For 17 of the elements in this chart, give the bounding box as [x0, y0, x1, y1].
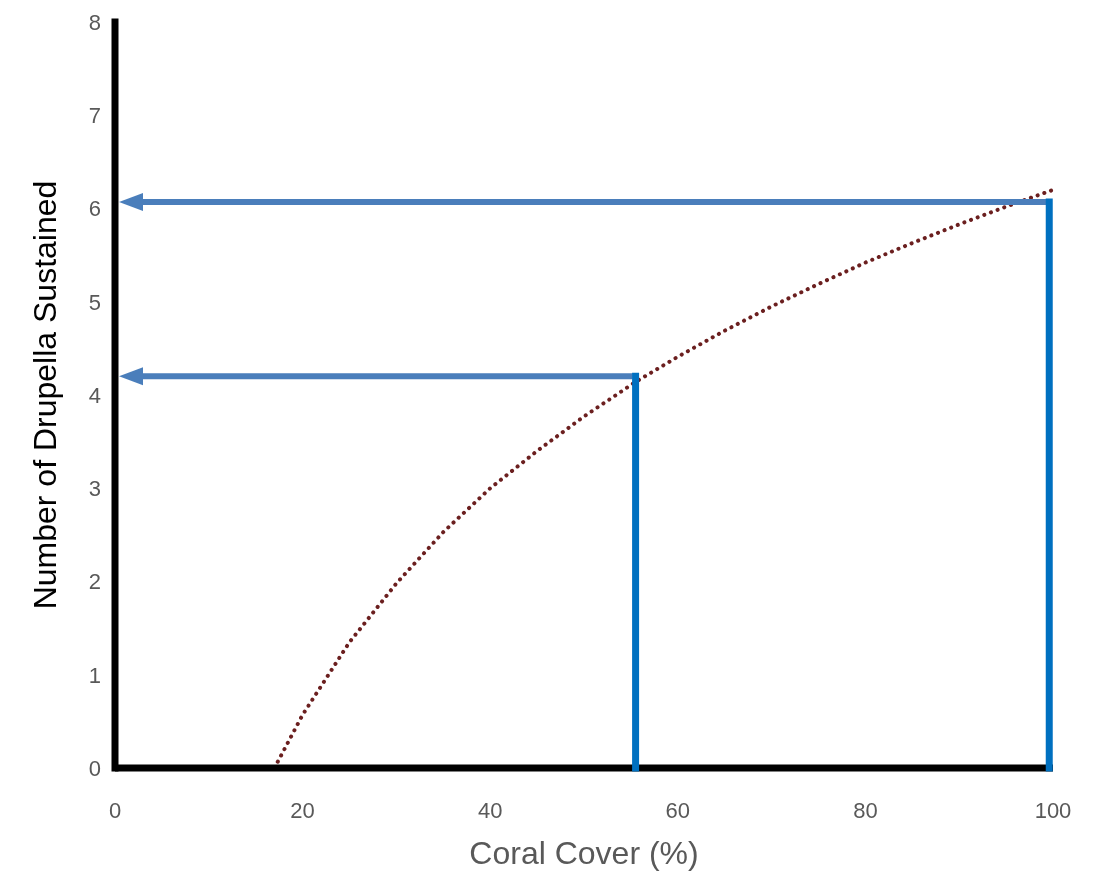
- x-tick-label: 100: [1034, 798, 1072, 823]
- y-tick-label: 3: [88, 476, 101, 502]
- x-tick-label: 20: [290, 798, 315, 823]
- y-axis-title: Number of Drupella Sustained: [27, 180, 63, 610]
- x-axis-title: Coral Cover (%): [469, 835, 699, 871]
- y-tick-label: 1: [88, 662, 101, 688]
- y-tick-label: 8: [88, 9, 101, 35]
- y-tick-label: 5: [88, 289, 101, 315]
- x-tick-label: 0: [108, 798, 122, 823]
- y-tick-label: 6: [88, 196, 101, 222]
- x-tick-label: 80: [853, 798, 878, 823]
- y-tick-label: 4: [88, 382, 101, 408]
- x-tick-label: 40: [477, 798, 503, 823]
- x-tick-label: 60: [665, 798, 691, 823]
- y-tick-label: 0: [88, 755, 101, 781]
- y-tick-label: 7: [88, 103, 101, 129]
- y-tick-label: 2: [88, 569, 101, 595]
